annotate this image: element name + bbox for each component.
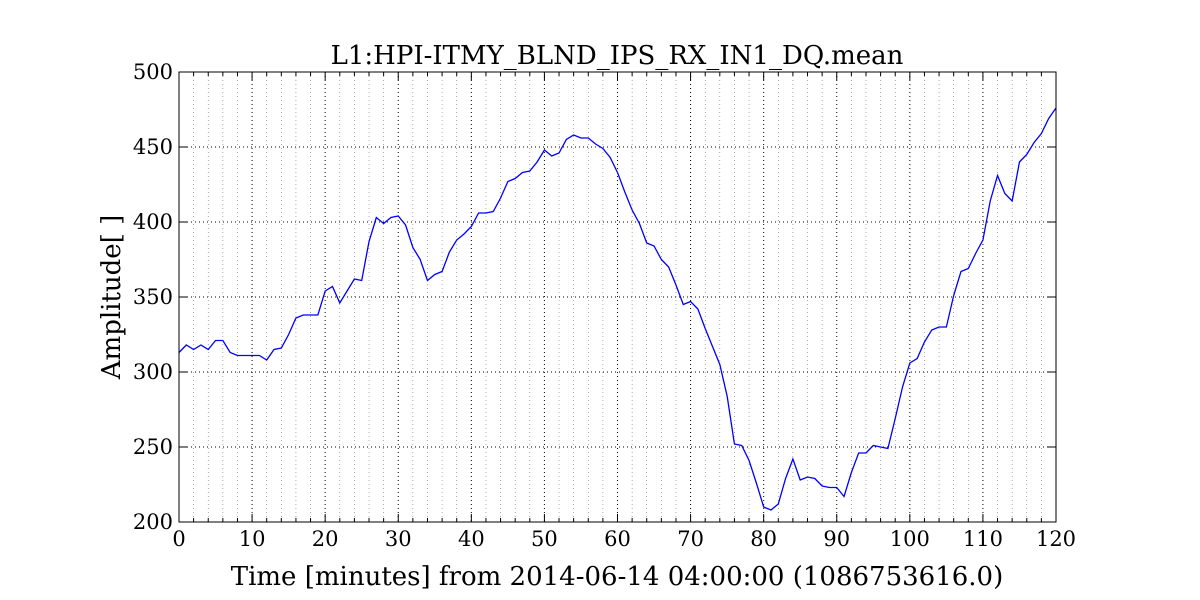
x-tick-label: 80 [750,527,777,551]
plot-frame [178,71,1057,523]
x-tick-label: 100 [890,527,930,551]
x-tick-label: 110 [963,527,1003,551]
x-tick-labels: 0 10 20 30 40 50 60 70 80 90 100 110 120 [172,527,1076,551]
x-tick-label: 120 [1036,527,1076,551]
y-tick-label: 500 [133,60,173,84]
x-axis-label: Time [minutes] from 2014-06-14 04:00:00 … [231,562,1004,592]
y-tick-label: 200 [133,510,173,534]
x-tick-label: 40 [458,527,485,551]
y-tick-labels: 200 250 300 350 400 450 500 [133,60,173,534]
y-tick-label: 300 [133,360,173,384]
y-tick-label: 250 [133,435,173,459]
x-tick-label: 0 [172,527,185,551]
series-layer [178,107,1057,511]
x-tick-label: 60 [604,527,631,551]
x-tick-label: 70 [677,527,704,551]
chart-title: L1:HPI-ITMY_BLND_IPS_RX_IN1_DQ.mean [331,41,904,71]
y-tick-label: 350 [133,285,173,309]
y-tick-label: 450 [133,135,173,159]
x-tick-label: 90 [823,527,850,551]
x-tick-label: 20 [312,527,339,551]
x-tick-label: 30 [385,527,412,551]
x-tick-label: 10 [239,527,266,551]
series-line [178,107,1057,511]
y-axis-label: Amplitude[ ] [97,215,127,380]
x-tick-label: 50 [531,527,558,551]
major-grid [179,72,1056,522]
y-tick-label: 400 [133,210,173,234]
